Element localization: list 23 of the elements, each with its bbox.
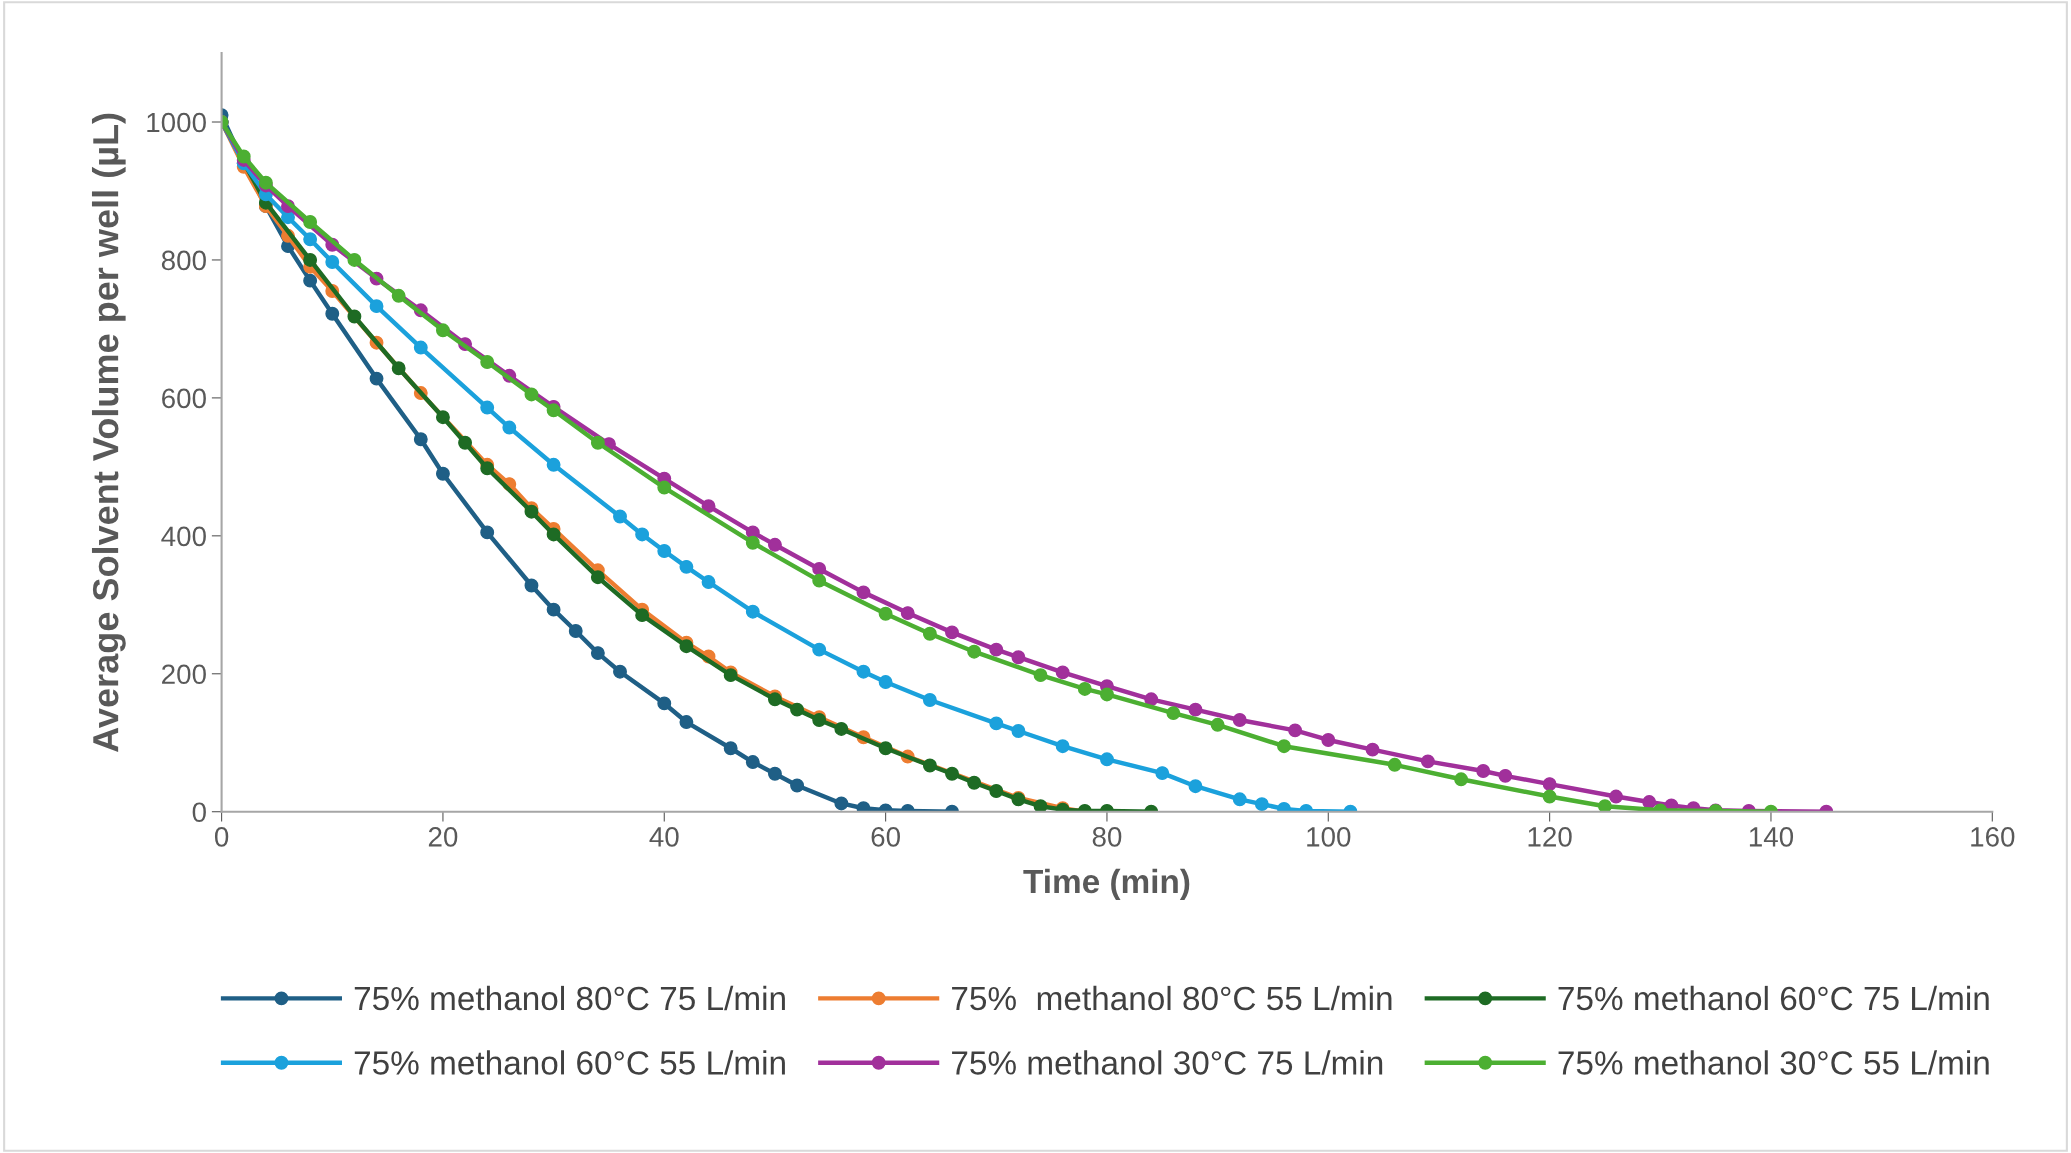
y-axis-title: Average Solvent Volume per well (µL) <box>91 113 126 752</box>
x-tick-label: 140 <box>1749 827 1794 847</box>
legend-label: 75% methanol 80°C 55 L/min <box>952 985 1392 1011</box>
y-tick-label: 0 <box>192 802 206 823</box>
y-tick-label: 200 <box>162 664 206 685</box>
x-tick-label: 60 <box>871 827 900 847</box>
legend-label: 75% methanol 30°C 55 L/min <box>1558 1050 1989 1075</box>
x-tick-label: 20 <box>428 827 458 847</box>
y-tick-label: 1000 <box>147 112 206 133</box>
legend-label: 75% methanol 60°C 55 L/min <box>354 1050 785 1075</box>
legend-label: 75% methanol 30°C 75 L/min <box>952 1050 1383 1075</box>
legend-label: 75% methanol 60°C 75 L/min <box>1558 985 1989 1011</box>
x-tick-label: 120 <box>1528 827 1572 847</box>
x-tick-label: 0 <box>214 827 229 847</box>
x-tick-label: 100 <box>1307 827 1351 847</box>
legend-label: 75% methanol 80°C 75 L/min <box>354 985 785 1011</box>
y-tick-label: 400 <box>161 526 206 547</box>
x-axis-title: Time (min) <box>1023 868 1190 900</box>
y-tick-label: 600 <box>162 388 206 409</box>
x-tick-label: 40 <box>649 827 679 847</box>
y-tick-label: 800 <box>161 250 206 271</box>
x-tick-label: 80 <box>1092 827 1122 847</box>
x-tick-label: 160 <box>1971 827 2015 847</box>
